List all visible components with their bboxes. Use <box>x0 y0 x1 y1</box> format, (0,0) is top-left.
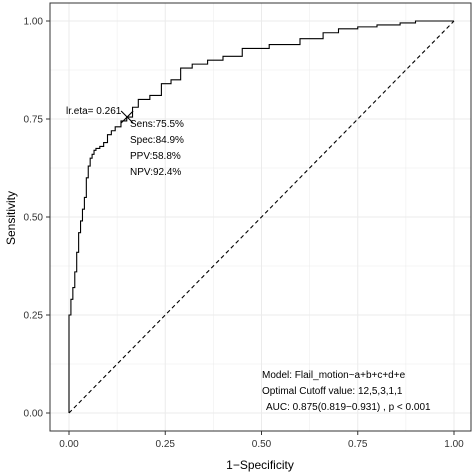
stat-spec: Spec:84.9% <box>130 135 184 146</box>
x-axis-title: 1−Specificity <box>226 458 294 472</box>
x-tick-label: 0.00 <box>59 439 79 450</box>
y-axis-title: Sensitivity <box>4 191 18 245</box>
series-layer <box>68 20 455 414</box>
annotation-cutoff: Optimal Cutoff value: 12,5,3,1,1 <box>262 386 403 397</box>
cutoff-marker <box>120 110 134 124</box>
stat-npv: NPV:92.4% <box>130 167 181 178</box>
annotation-model: Model: Flail_motion~a+b+c+d+e <box>262 370 406 381</box>
diagonal-reference-line <box>68 20 455 414</box>
y-tick-label: 1.00 <box>24 17 44 28</box>
axis-ticks: 0.00 0.25 0.50 0.75 1.00 0.00 0.25 0.50 0.75 1.00 <box>24 17 465 451</box>
x-tick-label: 0.50 <box>252 439 272 450</box>
x-tick-label: 0.25 <box>156 439 176 450</box>
stat-sens: Sens:75.5% <box>130 119 184 130</box>
x-tick-label: 1.00 <box>444 439 464 450</box>
y-tick-label: 0.75 <box>24 115 44 126</box>
roc-curve <box>68 20 454 413</box>
cutoff-label: lr.eta= 0.261 <box>66 106 122 117</box>
cutoff-cross-b <box>120 110 134 124</box>
y-tick-label: 0.50 <box>24 213 44 224</box>
annotation-auc: AUC: 0.875(0.819−0.931) , p < 0.001 <box>266 402 431 413</box>
y-tick-label: 0.00 <box>24 409 44 420</box>
y-tick-label: 0.25 <box>24 311 44 322</box>
x-tick-label: 0.75 <box>348 439 368 450</box>
stat-ppv: PPV:58.8% <box>130 151 181 162</box>
